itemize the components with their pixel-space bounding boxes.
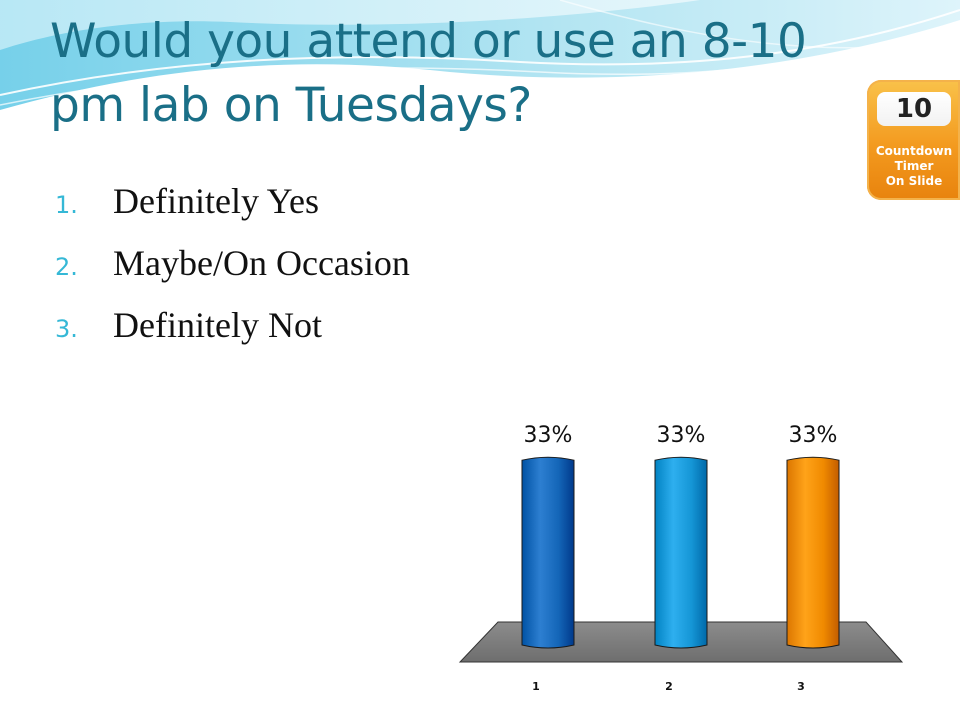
bar-2 [654, 456, 708, 649]
option-label: Definitely Not [113, 305, 322, 345]
timer-count: 10 [877, 92, 951, 126]
option-label: Definitely Yes [113, 181, 319, 221]
option-number: 2. [55, 253, 78, 281]
x-tick-label: 1 [532, 680, 540, 693]
answer-option: 1. Definitely Yes [55, 170, 410, 232]
x-tick-label: 2 [665, 680, 673, 693]
countdown-timer-badge[interactable]: 10 Countdown Timer On Slide [867, 80, 960, 200]
timer-label: Countdown Timer On Slide [875, 144, 953, 188]
answer-options-list: 1. Definitely Yes 2. Maybe/On Occasion 3. D… [55, 170, 410, 356]
answer-option: 3. Definitely Not [55, 294, 410, 356]
data-label: 33% [789, 423, 838, 448]
option-label: Maybe/On Occasion [113, 243, 410, 283]
data-label: 33% [657, 423, 706, 448]
x-tick-label: 3 [797, 680, 805, 693]
slide-title: Would you attend or use an 8-10 pm lab o… [50, 14, 807, 133]
option-number: 1. [55, 191, 78, 219]
bar-3 [786, 456, 840, 649]
option-number: 3. [55, 315, 78, 343]
bar-1 [521, 456, 575, 649]
data-label: 33% [524, 423, 573, 448]
answer-option: 2. Maybe/On Occasion [55, 232, 410, 294]
